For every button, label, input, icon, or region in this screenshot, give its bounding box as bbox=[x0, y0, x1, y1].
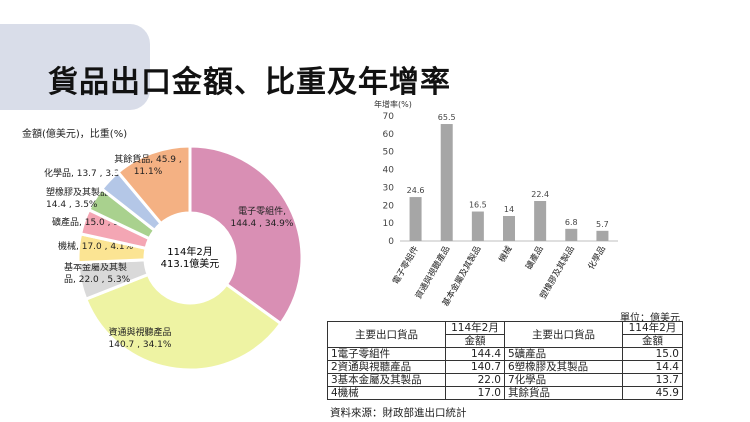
bar-value-label: 14 bbox=[504, 205, 514, 214]
table-header-period-left: 114年2月 bbox=[445, 321, 505, 335]
bar-value-label: 5.7 bbox=[596, 220, 609, 229]
table-header-amount-right: 金額 bbox=[622, 334, 683, 348]
table-cell-item: 3基本金屬及其製品 bbox=[327, 373, 446, 387]
table-cell-item: 4機械 bbox=[327, 386, 446, 400]
table-unit-label: 單位：億美元 bbox=[620, 313, 680, 324]
bar-y-axis-label: 年增率(%) bbox=[374, 99, 412, 109]
table-cell-value: 17.0 bbox=[445, 386, 505, 400]
growth-bar-chart: 年增率(%)01020304050607024.6電子零組件65.5資通與視聽產… bbox=[374, 99, 618, 308]
bar-category-label: 電子零組件 bbox=[390, 244, 421, 287]
exports-table: 主要出口貨品 114年2月 主要出口貨品 114年2月 金額 金額 1電子零組件… bbox=[327, 321, 683, 400]
table-cell-value: 22.0 bbox=[445, 373, 505, 387]
table-header-item-left: 主要出口貨品 bbox=[327, 321, 446, 348]
donut-unit-label: 金額(億美元)，比重(%) bbox=[22, 129, 128, 140]
table-cell-value: 144.4 bbox=[445, 347, 505, 361]
bar-y-tick-label: 40 bbox=[383, 166, 395, 176]
donut-slice bbox=[83, 272, 283, 372]
donut-slice-label: 資通與視聽產品 140.7 , 34.1% bbox=[108, 326, 171, 350]
bar bbox=[596, 230, 609, 241]
bar-value-label: 6.8 bbox=[565, 218, 578, 227]
table-cell-item: 2資通與視聽產品 bbox=[327, 360, 446, 374]
table-row: 4機械 17.0 其餘貨品 45.9 bbox=[327, 386, 683, 400]
donut-center-label: 114年2月 413.1億美元 bbox=[161, 245, 220, 270]
bar-category-label: 化學品 bbox=[586, 244, 608, 272]
table-header-item-right: 主要出口貨品 bbox=[504, 321, 623, 348]
table-header-row: 主要出口貨品 114年2月 主要出口貨品 114年2月 bbox=[327, 321, 683, 348]
bar-y-tick-label: 10 bbox=[383, 219, 395, 229]
table-cell-value: 15.0 bbox=[622, 347, 683, 361]
donut-slice-label: 電子零組件, 144.4 , 34.9% bbox=[231, 205, 294, 229]
page-title: 貨品出口金額、比重及年增率 bbox=[48, 65, 451, 100]
bar-value-label: 24.6 bbox=[407, 186, 425, 195]
table-row: 3基本金屬及其製品 22.0 7化學品 13.7 bbox=[327, 373, 683, 387]
bar bbox=[409, 197, 422, 241]
bar-y-tick-label: 0 bbox=[388, 237, 394, 247]
source-note: 資料來源：財政部進出口統計 bbox=[330, 407, 467, 419]
bar-y-tick-label: 70 bbox=[383, 112, 395, 122]
table-cell-value: 140.7 bbox=[445, 360, 505, 374]
table-cell-item: 5礦產品 bbox=[504, 347, 623, 361]
table-cell-item: 7化學品 bbox=[504, 373, 623, 387]
table-header-period-right: 114年2月 bbox=[622, 321, 683, 335]
donut-chart: 電子零組件, 144.4 , 34.9%資通與視聽產品 140.7 , 34.1%基… bbox=[44, 144, 304, 372]
donut-slice bbox=[188, 144, 304, 326]
table-cell-item: 其餘貨品 bbox=[504, 386, 623, 400]
donut-slice-label: 塑橡膠及其製品, 14.4 , 3.5% bbox=[46, 186, 112, 210]
donut-slice-label: 其餘貨品, 45.9 , 11.1% bbox=[114, 153, 181, 177]
bar-y-tick-label: 30 bbox=[383, 183, 395, 193]
table-row: 2資通與視聽產品 140.7 6塑橡膠及其製品 14.4 bbox=[327, 360, 683, 374]
bar-category-label: 礦產品 bbox=[523, 244, 545, 272]
table-cell-value: 14.4 bbox=[622, 360, 683, 374]
bar-value-label: 65.5 bbox=[438, 113, 456, 122]
bar-y-tick-label: 20 bbox=[383, 201, 395, 211]
donut-slice bbox=[115, 144, 192, 226]
donut-slice-label: 機械, 17.0 , 4.1% bbox=[58, 240, 134, 252]
bar bbox=[471, 211, 484, 241]
bar bbox=[503, 216, 515, 241]
table-row: 1電子零組件 144.4 5礦產品 15.0 bbox=[327, 347, 683, 361]
title-background-tab bbox=[0, 24, 150, 110]
bar bbox=[440, 124, 453, 241]
bar bbox=[565, 228, 578, 241]
table-cell-value: 45.9 bbox=[622, 386, 683, 400]
table-cell-value: 13.7 bbox=[622, 373, 683, 387]
bar-value-label: 16.5 bbox=[469, 201, 487, 210]
bar-value-label: 22.4 bbox=[531, 190, 549, 199]
bar-y-tick-label: 60 bbox=[383, 130, 395, 140]
table-cell-item: 1電子零組件 bbox=[327, 347, 446, 361]
bar-y-tick-label: 50 bbox=[383, 148, 395, 158]
donut-slice-label: 化學品, 13.7 , 3.3% bbox=[44, 167, 129, 179]
table-header-amount-left: 金額 bbox=[445, 334, 505, 348]
bar-category-label: 機械 bbox=[497, 244, 515, 265]
bar bbox=[534, 201, 547, 241]
table-cell-item: 6塑橡膠及其製品 bbox=[504, 360, 623, 374]
